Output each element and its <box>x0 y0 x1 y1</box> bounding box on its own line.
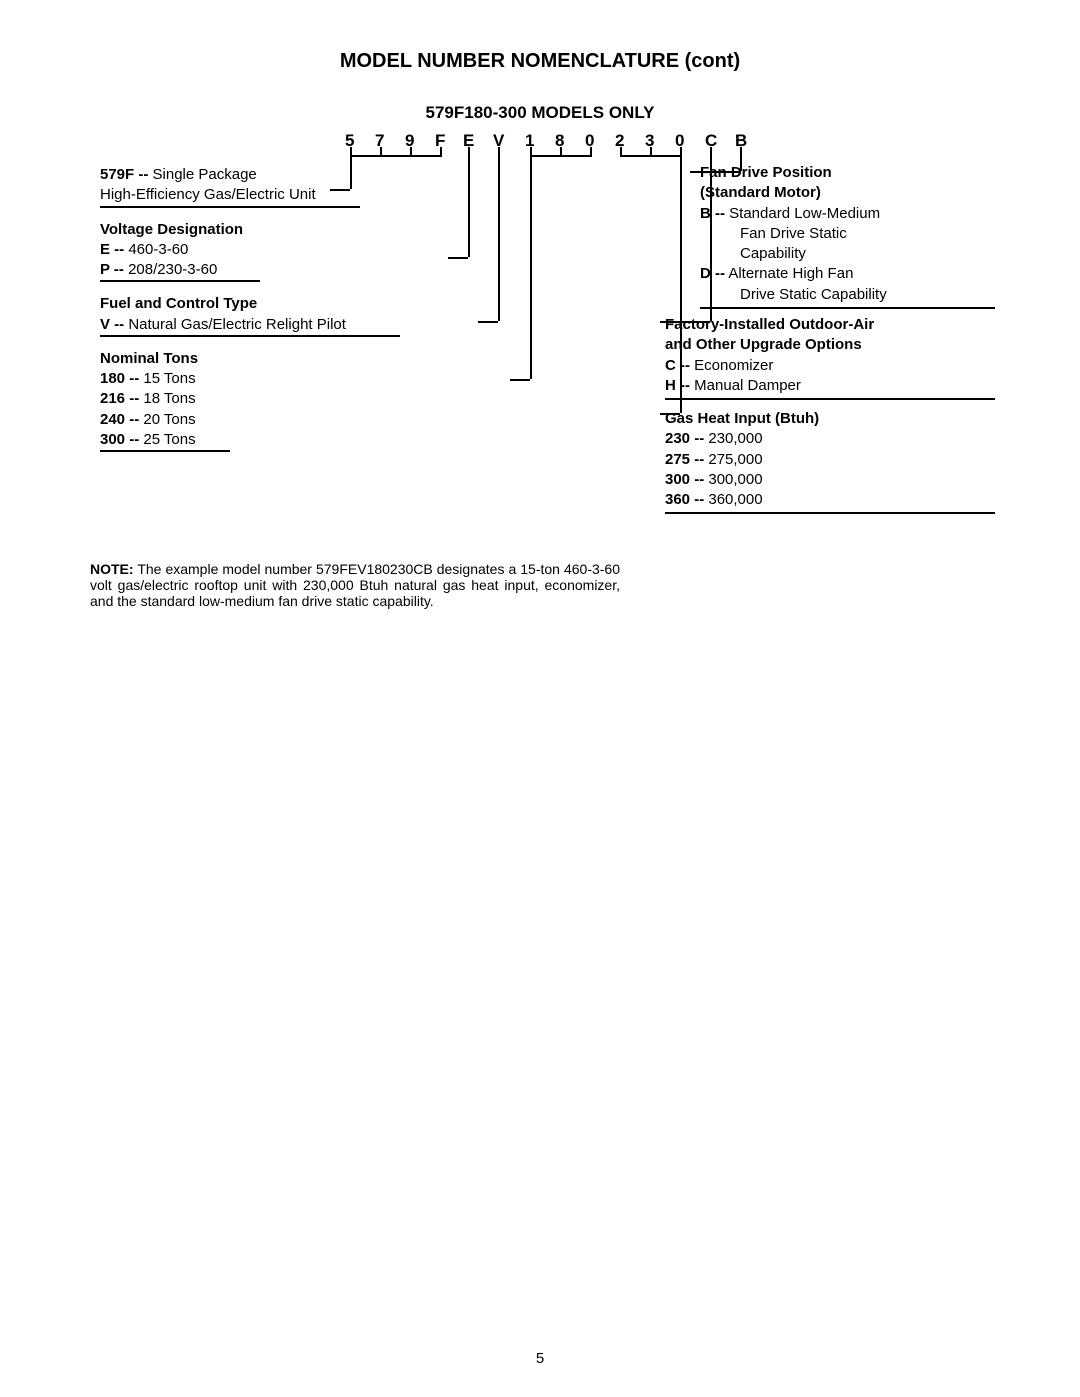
desc-180: 15 Tons <box>139 370 195 387</box>
block-579f: 579F -- Single Package High-Efficiency G… <box>100 165 410 208</box>
heading-outdoor-1: Factory-Installed Outdoor-Air <box>665 316 874 333</box>
code-240: 240 -- <box>100 411 139 428</box>
desc-579f: Single Package <box>148 166 256 183</box>
desc-h: Manual Damper <box>690 377 801 394</box>
desc-b: Standard Low-Medium <box>725 205 880 222</box>
code-230: 230 -- <box>665 430 704 447</box>
block-gas-heat: Gas Heat Input (Btuh) 230 -- 230,000 275… <box>665 409 995 532</box>
desc-p: 208/230-3-60 <box>124 261 217 278</box>
code-p: P -- <box>100 261 124 278</box>
code-300: 300 -- <box>100 431 139 448</box>
heading-gas-heat: Gas Heat Input (Btuh) <box>665 410 819 427</box>
block-fan-drive: Fan Drive Position (Standard Motor) B --… <box>700 163 995 327</box>
block-fuel: Fuel and Control Type V -- Natural Gas/E… <box>100 294 410 337</box>
desc-b-line2: Fan Drive Static <box>700 224 995 244</box>
desc-d: Alternate High Fan <box>725 265 853 282</box>
desc-360: 360,000 <box>704 491 762 508</box>
desc-579f-line2: High-Efficiency Gas/Electric Unit <box>100 185 360 207</box>
sub-title: 579F180-300 MODELS ONLY <box>90 103 990 123</box>
page-number: 5 <box>0 1350 1080 1367</box>
code-e: E -- <box>100 241 124 258</box>
desc-c: Economizer <box>690 357 773 374</box>
code-360: 360 -- <box>665 491 704 508</box>
desc-300b: 300,000 <box>704 471 762 488</box>
note-label: NOTE: <box>90 561 134 577</box>
heading-fuel: Fuel and Control Type <box>100 295 257 312</box>
block-tons: Nominal Tons 180 -- 15 Tons 216 -- 18 To… <box>100 349 410 452</box>
heading-tons: Nominal Tons <box>100 350 198 367</box>
heading-outdoor-2: and Other Upgrade Options <box>665 336 862 353</box>
desc-300: 25 Tons <box>139 431 195 448</box>
desc-275: 275,000 <box>704 451 762 468</box>
code-180: 180 -- <box>100 370 139 387</box>
code-579f: 579F -- <box>100 166 148 183</box>
code-d: D -- <box>700 265 725 282</box>
heading-fan-drive-2: (Standard Motor) <box>700 184 821 201</box>
desc-240: 20 Tons <box>139 411 195 428</box>
note-text: NOTE: The example model number 579FEV180… <box>90 561 620 609</box>
desc-230: 230,000 <box>704 430 762 447</box>
block-outdoor-air: Factory-Installed Outdoor-Air and Other … <box>665 315 995 418</box>
block-voltage: Voltage Designation E -- 460-3-60 P -- 2… <box>100 220 410 283</box>
desc-v: Natural Gas/Electric Relight Pilot <box>124 316 346 333</box>
code-h: H -- <box>665 377 690 394</box>
desc-d-line2: Drive Static Capability <box>700 285 995 305</box>
desc-216: 18 Tons <box>139 390 195 407</box>
code-v: V -- <box>100 316 124 333</box>
code-c: C -- <box>665 357 690 374</box>
code-275: 275 -- <box>665 451 704 468</box>
nomenclature-diagram: 579FEV180230CB 579F -- Single Package Hi… <box>90 131 990 541</box>
note-body: The example model number 579FEV180230CB … <box>90 561 620 609</box>
page-title: MODEL NUMBER NOMENCLATURE (cont) <box>90 50 990 73</box>
heading-voltage: Voltage Designation <box>100 221 243 238</box>
left-legend: 579F -- Single Package High-Efficiency G… <box>100 165 410 452</box>
code-216: 216 -- <box>100 390 139 407</box>
desc-b-line3: Capability <box>700 244 995 264</box>
desc-e: 460-3-60 <box>124 241 188 258</box>
code-300b: 300 -- <box>665 471 704 488</box>
code-b: B -- <box>700 205 725 222</box>
